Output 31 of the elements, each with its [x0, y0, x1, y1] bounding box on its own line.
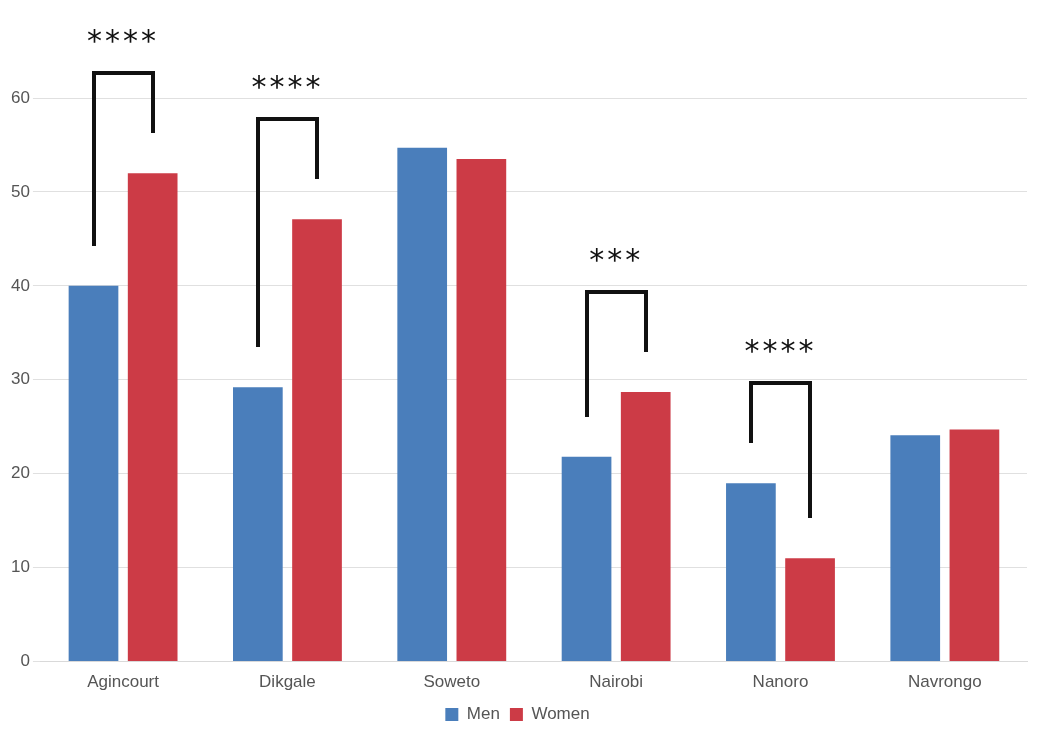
legend-label: Women — [531, 704, 590, 724]
y-tick-label: 40 — [10, 275, 30, 295]
bar — [127, 173, 178, 662]
y-tick-label: 60 — [10, 87, 30, 107]
x-tick-label: Nairobi — [589, 672, 644, 692]
annotation: **** — [743, 333, 818, 369]
annotation: *** — [588, 242, 645, 277]
bar — [949, 429, 1000, 662]
legend-label: Men — [466, 704, 500, 724]
annotation: **** — [250, 69, 325, 105]
bar — [561, 456, 612, 662]
x-tick-label: Dikgale — [259, 672, 316, 692]
y-tick-label: 20 — [10, 463, 30, 483]
x-tick-label: Soweto — [423, 672, 481, 692]
y-tick-label: 50 — [10, 181, 30, 201]
bar — [233, 387, 283, 662]
x-tick-label: Nanoro — [752, 672, 809, 692]
bar — [68, 285, 119, 662]
x-tick-label: Navrongo — [907, 672, 982, 692]
bar — [890, 435, 941, 662]
bar — [292, 219, 342, 662]
text: **** — [86, 23, 161, 59]
y-tick-label: 30 — [10, 369, 30, 389]
bar — [456, 159, 507, 662]
bar — [620, 392, 671, 662]
y-tick-label: 0 — [20, 651, 30, 671]
bar — [397, 147, 448, 662]
y-tick-label: 10 — [10, 557, 30, 577]
bar — [785, 558, 835, 662]
x-tick-label: Agincourt — [87, 672, 160, 692]
bar — [726, 483, 776, 662]
